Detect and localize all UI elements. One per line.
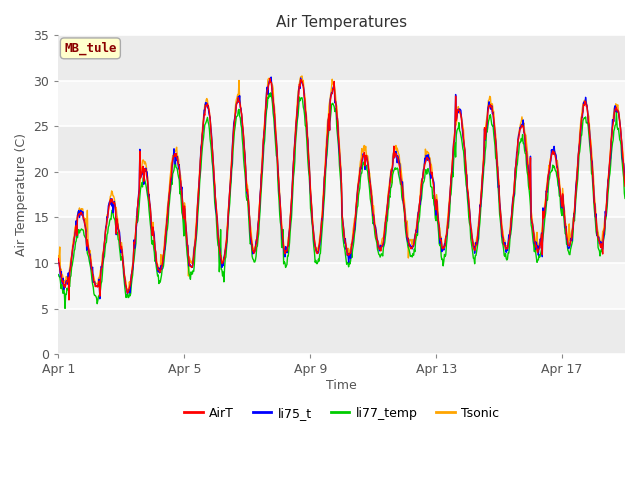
Y-axis label: Air Temperature (C): Air Temperature (C) [15,133,28,256]
Bar [58,217,625,263]
Bar [58,81,625,126]
Bar [58,172,625,217]
Title: Air Temperatures: Air Temperatures [276,15,407,30]
Bar [58,126,625,172]
Text: MB_tule: MB_tule [64,42,116,55]
X-axis label: Time: Time [326,379,357,392]
Bar [58,36,625,81]
Bar [58,263,625,309]
Legend: AirT, li75_t, li77_temp, Tsonic: AirT, li75_t, li77_temp, Tsonic [179,402,504,425]
Bar [58,309,625,354]
